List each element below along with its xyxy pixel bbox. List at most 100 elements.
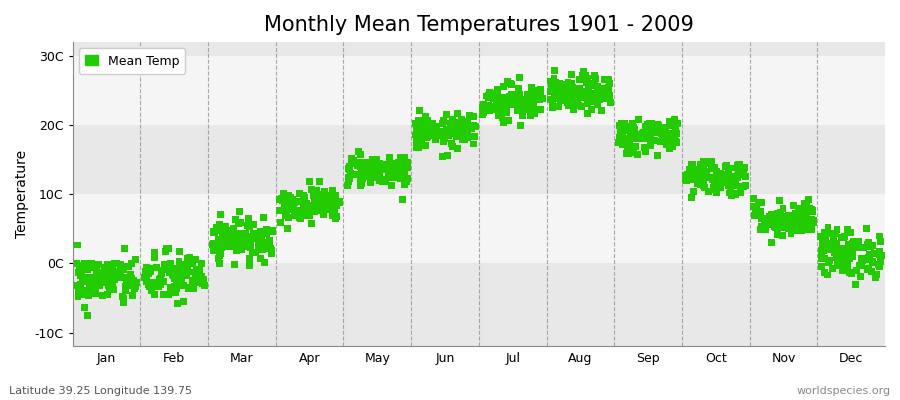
Point	[342, 175, 356, 181]
Point	[627, 131, 642, 138]
Point	[580, 110, 595, 117]
Point	[859, 225, 873, 232]
Point	[410, 121, 424, 127]
Point	[190, 271, 204, 278]
Point	[750, 204, 764, 210]
Point	[179, 268, 194, 275]
Point	[494, 97, 508, 103]
Point	[196, 276, 211, 282]
Point	[330, 198, 345, 204]
Point	[631, 132, 645, 138]
Point	[212, 243, 227, 249]
Point	[296, 206, 310, 212]
Point	[635, 135, 650, 141]
Point	[520, 91, 535, 98]
Point	[382, 173, 396, 180]
Point	[181, 262, 195, 268]
Point	[451, 119, 465, 125]
Point	[298, 212, 312, 218]
Point	[566, 106, 580, 112]
Point	[445, 143, 459, 150]
Point	[779, 219, 794, 226]
Point	[685, 162, 699, 168]
Point	[626, 120, 640, 127]
Point	[839, 246, 853, 252]
Point	[602, 92, 616, 99]
Point	[828, 243, 842, 249]
Point	[354, 170, 368, 176]
Point	[257, 244, 272, 251]
Point	[716, 171, 731, 178]
Point	[795, 227, 809, 234]
Point	[411, 128, 426, 134]
Point	[86, 288, 100, 295]
Point	[377, 166, 392, 172]
Point	[255, 232, 269, 239]
Point	[345, 157, 359, 163]
Point	[806, 208, 820, 214]
Point	[292, 207, 307, 213]
Point	[768, 214, 782, 220]
Point	[441, 132, 455, 138]
Legend: Mean Temp: Mean Temp	[79, 48, 185, 74]
Point	[420, 118, 435, 124]
Point	[395, 196, 410, 203]
Point	[384, 182, 399, 188]
Point	[418, 122, 432, 129]
Point	[505, 94, 519, 100]
Point	[770, 221, 785, 228]
Point	[292, 198, 307, 205]
Point	[329, 214, 344, 220]
Point	[817, 270, 832, 276]
Point	[308, 206, 322, 213]
Point	[581, 84, 596, 90]
Point	[230, 241, 244, 247]
Point	[827, 250, 842, 256]
Point	[786, 202, 800, 208]
Point	[436, 119, 451, 125]
Point	[346, 159, 361, 166]
Point	[791, 205, 806, 211]
Point	[70, 242, 85, 248]
Point	[147, 254, 161, 261]
Point	[726, 180, 741, 186]
Point	[696, 182, 710, 188]
Point	[564, 72, 579, 78]
Point	[534, 86, 548, 93]
Point	[115, 293, 130, 300]
Point	[499, 102, 513, 108]
Point	[215, 233, 230, 240]
Point	[549, 90, 563, 96]
Point	[158, 267, 173, 273]
Point	[464, 125, 478, 131]
Point	[400, 178, 414, 185]
Point	[333, 198, 347, 205]
Point	[368, 164, 382, 170]
Point	[421, 124, 436, 131]
Point	[670, 140, 684, 146]
Point	[827, 242, 842, 248]
Point	[417, 119, 431, 125]
Point	[638, 128, 652, 135]
Point	[159, 265, 174, 271]
Point	[863, 254, 878, 260]
Point	[111, 268, 125, 275]
Point	[280, 204, 294, 211]
Point	[663, 122, 678, 129]
Point	[242, 224, 256, 230]
Point	[817, 255, 832, 262]
Point	[532, 87, 546, 94]
Point	[163, 261, 177, 267]
Point	[98, 264, 112, 271]
Point	[363, 180, 377, 186]
Point	[868, 250, 882, 256]
Point	[341, 166, 356, 172]
Point	[156, 292, 170, 298]
Point	[126, 278, 140, 284]
Point	[818, 234, 832, 240]
Point	[696, 158, 710, 164]
Point	[614, 130, 628, 137]
Point	[89, 290, 104, 297]
Point	[770, 231, 784, 238]
Point	[491, 105, 506, 112]
